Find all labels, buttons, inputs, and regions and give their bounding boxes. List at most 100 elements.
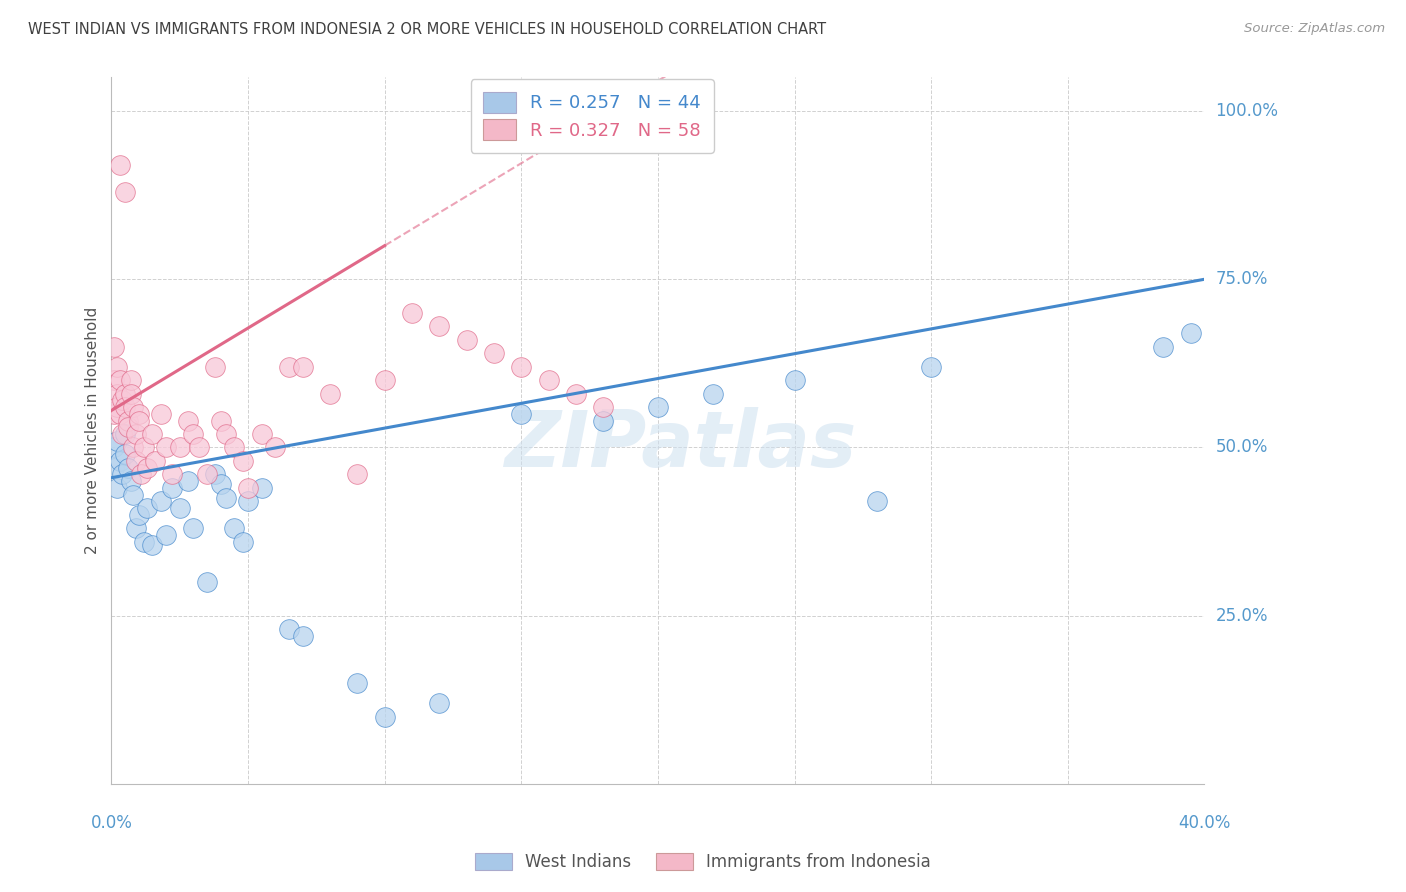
Point [427, 696, 450, 710]
Text: 40.0%: 40.0% [1178, 814, 1230, 832]
Text: ZIPatlas: ZIPatlas [503, 407, 856, 483]
Point [319, 386, 342, 401]
Point [183, 521, 205, 535]
Point [169, 441, 191, 455]
Point [155, 528, 177, 542]
Point [346, 676, 368, 690]
Point [209, 477, 232, 491]
Text: 25.0%: 25.0% [1216, 607, 1268, 624]
Point [224, 441, 246, 455]
Point [105, 400, 128, 414]
Point [141, 427, 163, 442]
Point [111, 393, 134, 408]
Point [224, 521, 246, 535]
Point [264, 441, 287, 455]
Point [105, 434, 128, 448]
Point [236, 481, 259, 495]
Point [103, 340, 125, 354]
Point [103, 441, 125, 455]
Point [215, 491, 238, 505]
Point [592, 413, 614, 427]
Point [401, 306, 423, 320]
Point [103, 373, 125, 387]
Point [177, 413, 200, 427]
Point [250, 481, 273, 495]
Point [128, 407, 150, 421]
Point [108, 454, 131, 468]
Point [537, 373, 560, 387]
Point [920, 359, 942, 374]
Point [204, 467, 226, 482]
Point [125, 427, 148, 442]
Point [108, 407, 131, 421]
Point [105, 359, 128, 374]
Point [565, 386, 588, 401]
Point [114, 447, 136, 461]
Point [108, 158, 131, 172]
Point [131, 467, 153, 482]
Point [122, 441, 145, 455]
Point [103, 407, 125, 421]
Point [114, 185, 136, 199]
Text: 75.0%: 75.0% [1216, 270, 1268, 288]
Point [122, 400, 145, 414]
Point [122, 487, 145, 501]
Point [141, 538, 163, 552]
Point [125, 521, 148, 535]
Point [103, 460, 125, 475]
Point [117, 413, 139, 427]
Point [136, 501, 159, 516]
Point [232, 454, 254, 468]
Point [278, 622, 301, 636]
Point [125, 454, 148, 468]
Point [374, 709, 396, 723]
Point [117, 420, 139, 434]
Point [1152, 340, 1174, 354]
Point [1180, 326, 1202, 340]
Point [111, 467, 134, 482]
Point [117, 460, 139, 475]
Point [702, 386, 724, 401]
Point [136, 460, 159, 475]
Point [108, 373, 131, 387]
Point [149, 494, 172, 508]
Point [143, 454, 166, 468]
Point [155, 441, 177, 455]
Point [374, 373, 396, 387]
Text: WEST INDIAN VS IMMIGRANTS FROM INDONESIA 2 OR MORE VEHICLES IN HOUSEHOLD CORRELA: WEST INDIAN VS IMMIGRANTS FROM INDONESIA… [28, 22, 827, 37]
Point [278, 359, 301, 374]
Point [865, 494, 887, 508]
Point [291, 629, 314, 643]
Point [510, 407, 533, 421]
Point [346, 467, 368, 482]
Point [120, 373, 142, 387]
Point [195, 467, 218, 482]
Point [111, 427, 134, 442]
Point [482, 346, 505, 360]
Point [177, 474, 200, 488]
Text: 0.0%: 0.0% [90, 814, 132, 832]
Point [250, 427, 273, 442]
Point [114, 427, 136, 442]
Point [149, 407, 172, 421]
Text: Source: ZipAtlas.com: Source: ZipAtlas.com [1244, 22, 1385, 36]
Point [232, 534, 254, 549]
Point [592, 400, 614, 414]
Point [114, 386, 136, 401]
Point [187, 441, 209, 455]
Point [128, 508, 150, 522]
Point [120, 386, 142, 401]
Point [183, 427, 205, 442]
Point [120, 474, 142, 488]
Point [215, 427, 238, 442]
Legend: West Indians, Immigrants from Indonesia: West Indians, Immigrants from Indonesia [467, 845, 939, 880]
Point [160, 481, 183, 495]
Legend: R = 0.257   N = 44, R = 0.327   N = 58: R = 0.257 N = 44, R = 0.327 N = 58 [471, 79, 714, 153]
Point [510, 359, 533, 374]
Point [195, 574, 218, 589]
Point [128, 413, 150, 427]
Point [427, 319, 450, 334]
Point [456, 333, 478, 347]
Text: 100.0%: 100.0% [1216, 102, 1278, 120]
Point [134, 441, 156, 455]
